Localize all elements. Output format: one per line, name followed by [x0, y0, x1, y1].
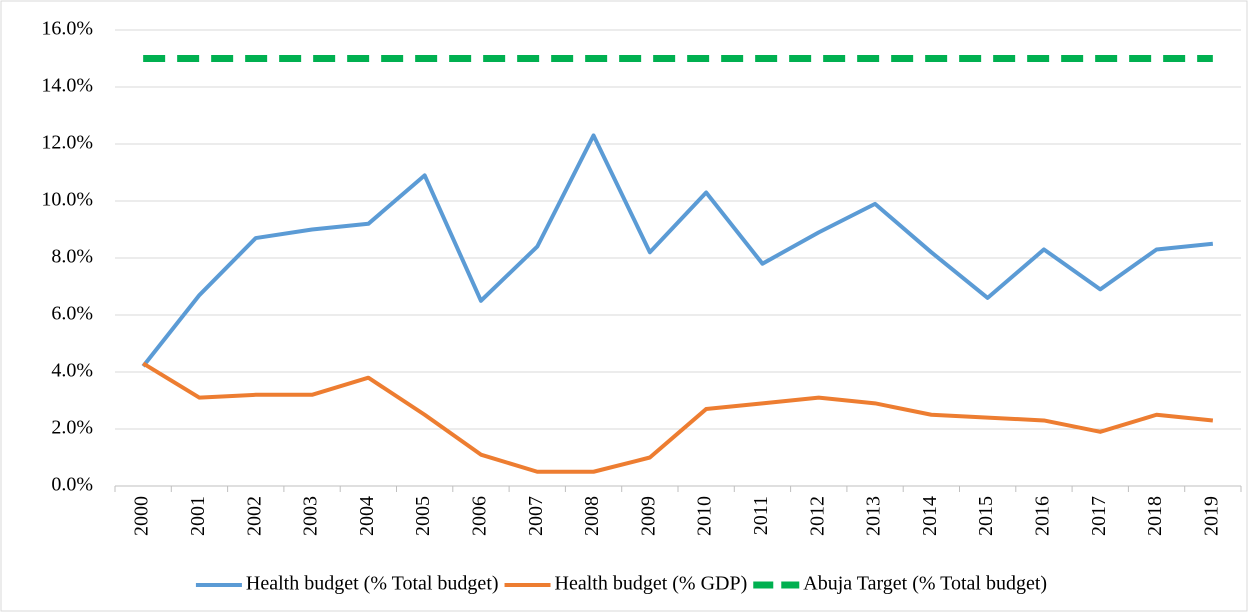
- x-tick-label: 2017: [1088, 496, 1110, 536]
- y-tick-label: 6.0%: [51, 303, 93, 325]
- x-tick-label: 2004: [356, 496, 378, 536]
- y-tick-label: 14.0%: [41, 75, 93, 97]
- x-tick-label: 2008: [581, 496, 603, 536]
- y-tick-label: 16.0%: [41, 18, 93, 40]
- y-tick-label: 0.0%: [51, 474, 93, 496]
- x-tick-label: 2002: [243, 496, 265, 536]
- x-tick-label: 2018: [1144, 496, 1166, 536]
- x-tick-label: 2006: [469, 496, 491, 536]
- x-tick-label: 2012: [806, 496, 828, 536]
- legend-label: Health budget (% Total budget): [246, 573, 499, 595]
- y-tick-label: 2.0%: [51, 417, 93, 439]
- y-tick-label: 12.0%: [41, 132, 93, 154]
- legend-label: Health budget (% GDP): [555, 573, 748, 595]
- y-tick-label: 10.0%: [41, 189, 93, 211]
- x-tick-label: 2010: [694, 496, 716, 536]
- x-tick-label: 2016: [1032, 496, 1054, 536]
- x-tick-label: 2013: [863, 496, 885, 536]
- series-line: [142, 361, 1214, 474]
- x-tick-label: 2009: [637, 496, 659, 536]
- y-tick-label: 4.0%: [51, 360, 93, 382]
- x-tick-label: 2007: [525, 496, 547, 536]
- x-tick-label: 2019: [1200, 496, 1222, 536]
- x-tick-label: 2000: [131, 496, 153, 536]
- x-tick-label: 2005: [412, 496, 434, 536]
- x-tick-label: 2015: [975, 496, 997, 536]
- series-line: [141, 133, 1214, 368]
- x-tick-label: 2014: [919, 496, 941, 536]
- y-tick-label: 8.0%: [51, 246, 93, 268]
- legend-label: Abuja Target (% Total budget): [803, 573, 1047, 595]
- legend: Health budget (% Total budget) Health bud…: [195, 573, 1047, 595]
- x-tick-label: 2003: [300, 496, 322, 536]
- x-tick-label: 2011: [750, 496, 772, 535]
- x-tick-label: 2001: [187, 496, 209, 536]
